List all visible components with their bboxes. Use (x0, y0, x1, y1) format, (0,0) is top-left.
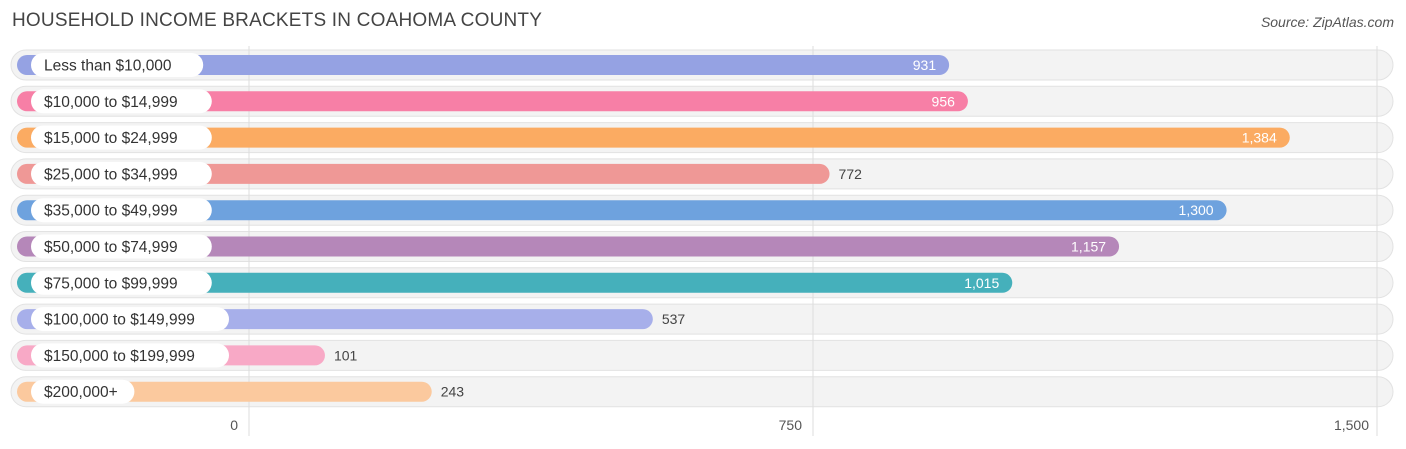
category-label-pill (31, 379, 135, 404)
category-label: $150,000 to $199,999 (44, 348, 195, 365)
category-label-pill (31, 53, 204, 77)
category-label: $15,000 to $24,999 (44, 130, 178, 147)
value-label: 243 (441, 384, 465, 400)
category-label: $200,000+ (44, 384, 118, 401)
x-tick-label: 1,500 (1334, 417, 1369, 433)
bar (17, 55, 950, 75)
category-label-pill (31, 234, 212, 259)
value-label: 931 (913, 57, 937, 73)
category-label-pill (31, 161, 212, 186)
value-label: 1,157 (1071, 239, 1106, 255)
category-label-pill (31, 307, 229, 332)
x-tick-label: 0 (230, 417, 238, 433)
value-label: 101 (334, 347, 358, 363)
value-label: 537 (662, 311, 686, 327)
category-label: $35,000 to $49,999 (44, 203, 178, 220)
value-label: 1,300 (1179, 202, 1214, 218)
category-label-pill (31, 89, 212, 114)
bar (17, 272, 1013, 293)
category-label: $25,000 to $34,999 (44, 166, 178, 183)
value-label: 956 (932, 93, 956, 109)
category-label-pill (31, 198, 212, 223)
category-label: $50,000 to $74,999 (44, 239, 178, 256)
value-label: 772 (839, 166, 863, 182)
chart-title: HOUSEHOLD INCOME BRACKETS IN COAHOMA COU… (12, 10, 543, 31)
bar (17, 91, 968, 112)
x-tick-label: 750 (779, 417, 803, 433)
category-label-pill (31, 125, 212, 150)
bar (17, 163, 830, 184)
bar (17, 200, 1227, 221)
category-label-pill (31, 270, 212, 295)
category-label-pill (31, 343, 229, 368)
bar (17, 236, 1120, 257)
category-label: $10,000 to $14,999 (44, 94, 178, 111)
value-label: 1,384 (1242, 130, 1277, 146)
value-label: 1,015 (964, 275, 999, 291)
category-label: Less than $10,000 (44, 58, 172, 75)
source-note: Source: ZipAtlas.com (1260, 14, 1394, 30)
row-background (10, 339, 1394, 371)
category-label: $100,000 to $149,999 (44, 312, 195, 329)
bar (17, 127, 1290, 148)
category-label: $75,000 to $99,999 (44, 275, 178, 292)
